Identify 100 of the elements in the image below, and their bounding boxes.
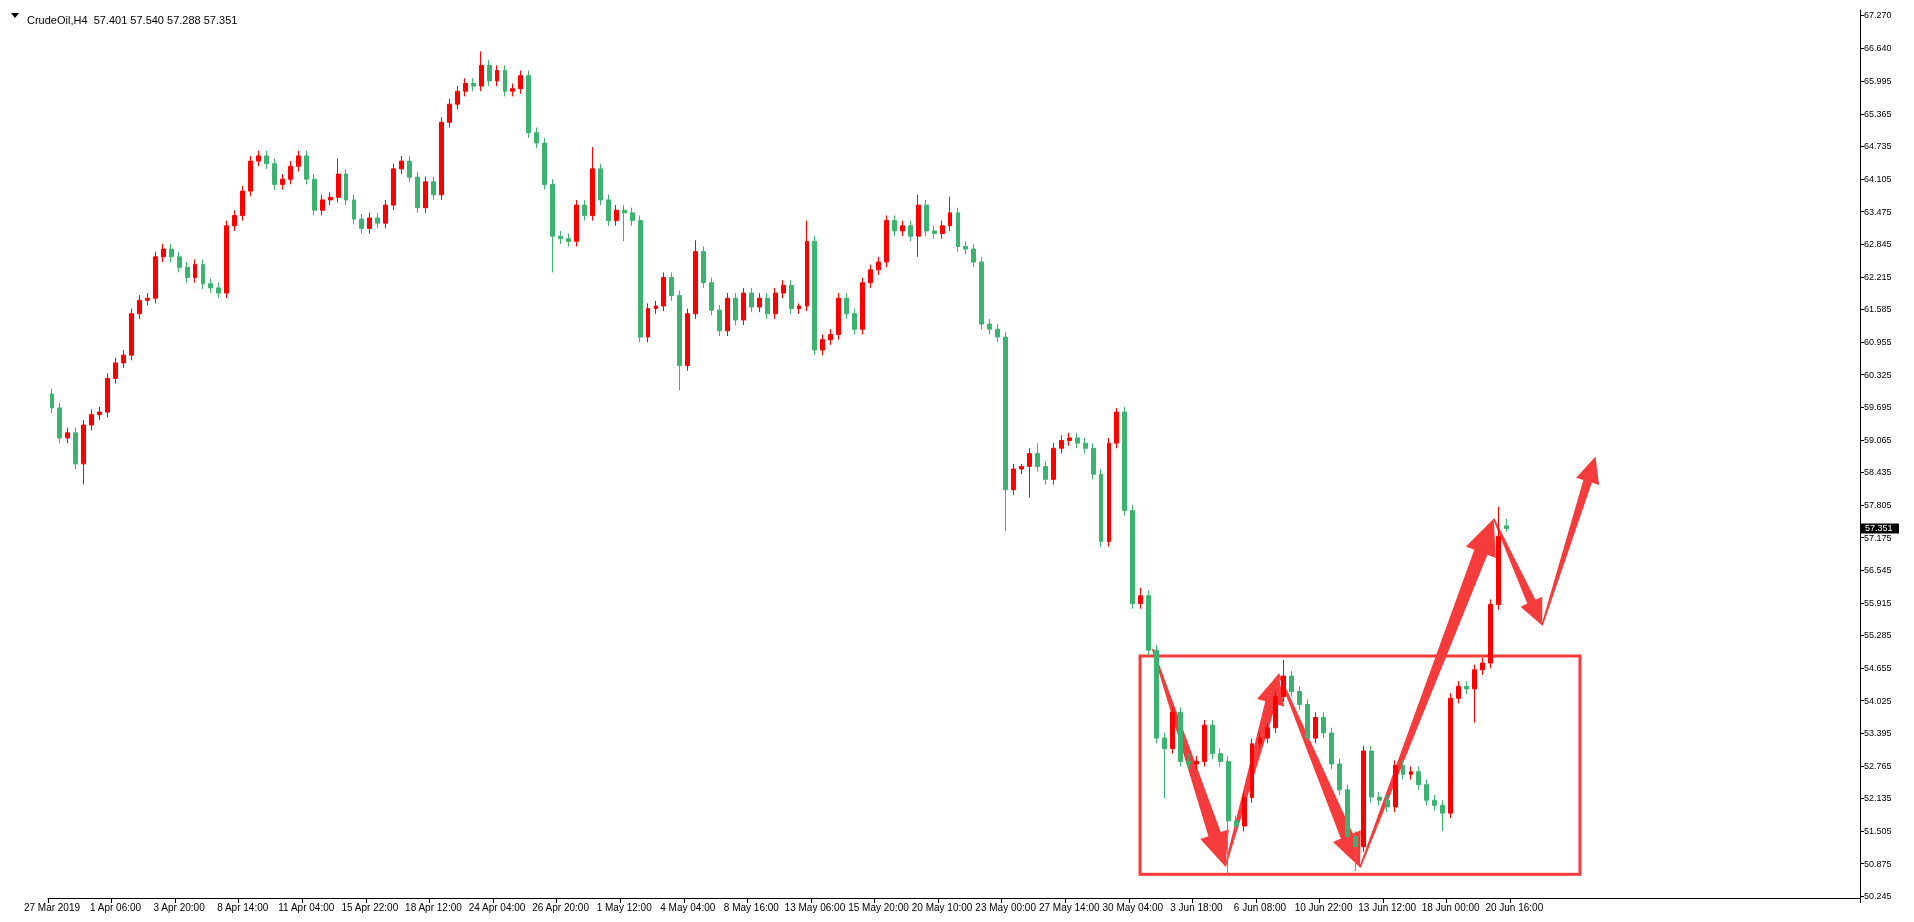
candlestick [979,256,984,330]
candlestick [320,194,325,216]
candlestick [375,212,380,229]
candlestick [89,409,94,431]
candlestick [153,251,158,304]
candlestick [820,333,825,356]
y-tick-label: 67.270 [1864,10,1892,21]
candlestick [781,279,786,299]
candlestick [852,308,857,335]
candlestick [1226,755,1231,877]
candlestick [884,214,889,268]
candlestick [248,155,253,197]
candlestick [510,82,515,97]
candlestick [1019,463,1024,475]
candlestick [1401,759,1405,780]
candlestick [447,98,452,128]
x-tick-label: 27 May 14:00 [1038,901,1100,913]
candlestick [1265,722,1270,744]
candlestick [614,204,619,227]
y-tick-label: 66.640 [1864,42,1892,53]
candlestick [1424,779,1429,806]
candlestick [1456,680,1461,704]
candlestick [1210,719,1215,760]
candlestick [1218,747,1223,768]
candlestick [1377,791,1382,806]
candlestick [399,155,404,175]
candlestick [1353,830,1358,872]
candlestick [280,173,285,191]
candlestick [1083,437,1088,454]
candlestick [669,271,674,302]
candlestick [423,176,428,214]
x-tick-label: 27 Mar 2019 [23,901,81,913]
y-tick-label: 61.585 [1864,304,1892,315]
candlestick [916,194,921,258]
candlestick [606,194,611,227]
candlestick [81,419,86,486]
candlestick [963,240,968,255]
candlestick [57,402,62,444]
candlestick [574,199,579,247]
candlestick [359,213,364,235]
candlestick [177,251,182,273]
x-tick-label: 1 May 12:00 [596,901,653,913]
candlestick [1313,711,1318,744]
candlestick [1258,732,1262,749]
candlestick [789,279,794,315]
candlestick [328,191,333,206]
candlestick [542,137,547,191]
candlestick [932,225,937,240]
y-tick-label: 65.365 [1864,108,1892,119]
x-tick-label: 3 Jun 18:00 [1170,901,1223,913]
x-tick-label: 15 Apr 22:00 [341,901,399,913]
y-tick-label: 55.285 [1864,630,1892,641]
x-tick-label: 6 Jun 08:00 [1233,901,1287,913]
candlestick [216,282,221,299]
candlestick [352,194,356,225]
y-tick-label: 56.545 [1864,565,1892,576]
candlestick [1194,755,1199,770]
y-tick-label: 57.805 [1864,499,1892,510]
candlestick [733,292,738,326]
x-tick-label: 26 Apr 20:00 [532,901,590,913]
candlestick [646,302,650,343]
y-tick-label: 52.765 [1864,760,1892,771]
candlestick [1416,766,1421,791]
x-tick-label: 18 Apr 12:00 [405,901,463,913]
candlestick [105,372,110,418]
candlestick [113,357,118,385]
candlestick [558,230,563,245]
y-tick-label: 58.435 [1864,467,1892,478]
candlestick [693,239,698,320]
candlestick [272,158,277,191]
x-tick-label: 15 May 20:00 [848,901,910,913]
candlestick [1234,815,1239,832]
candlestick [868,264,873,289]
candlestick [232,209,237,232]
candlestick [709,277,714,316]
candlestick [1043,460,1048,486]
candlestick [1472,664,1477,724]
candlestick [908,220,913,242]
candlestick [304,150,309,185]
text: 57.351 [1865,523,1893,534]
candlestick [805,220,809,312]
x-tick-label: 3 Apr 20:00 [153,901,206,913]
candlestick [598,163,603,206]
candlestick [455,85,460,110]
x-tick-label: 8 Apr 14:00 [217,901,269,913]
candlestick [717,304,722,337]
candlestick [1011,463,1016,496]
candlestick [995,323,1000,343]
candlestick [749,287,754,313]
candlestick [201,258,205,290]
candlestick [638,214,643,343]
candlestick [1107,437,1111,548]
candlestick [439,116,444,201]
candlestick [1099,468,1103,548]
candlestick [812,235,817,356]
candlestick [1067,432,1072,447]
candlestick [344,168,348,206]
candlestick [1202,719,1207,768]
candlestick [1162,732,1167,799]
candlestick [383,199,388,229]
